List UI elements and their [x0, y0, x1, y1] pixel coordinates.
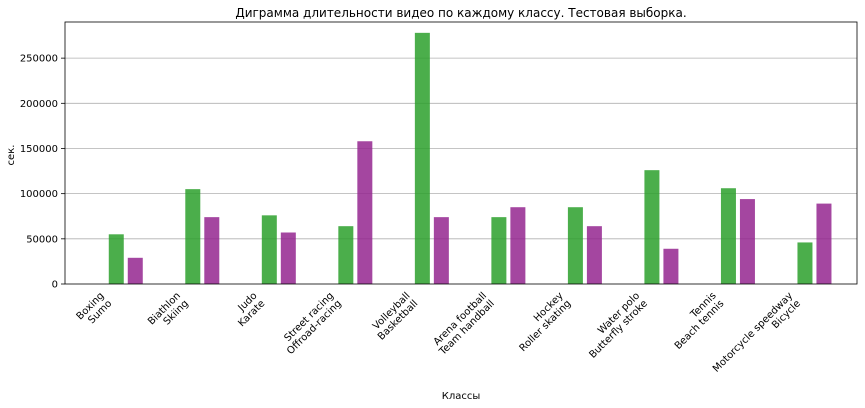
y-tick-label: 50000 — [26, 234, 58, 245]
bar — [816, 203, 832, 284]
bar — [261, 215, 277, 284]
plot-border — [64, 21, 858, 285]
bar — [338, 226, 354, 284]
y-axis-label: сек. — [6, 145, 17, 166]
y-tick-label: 200000 — [20, 99, 58, 110]
bar — [414, 32, 430, 284]
y-tick-label: 250000 — [20, 54, 58, 65]
bar — [510, 207, 526, 284]
bar — [204, 217, 220, 284]
bar — [127, 257, 143, 284]
bar — [491, 217, 507, 284]
bar — [797, 242, 813, 284]
bar — [663, 248, 679, 284]
y-tick-label: 150000 — [20, 144, 58, 155]
bar — [567, 207, 583, 284]
bar — [739, 199, 755, 284]
bar — [357, 141, 373, 284]
chart-title: Диграмма длительности видео по каждому к… — [235, 6, 686, 20]
x-tick-label-line: Motorcycle speedway — [711, 290, 795, 374]
y-tick-label: 100000 — [20, 189, 58, 200]
bar — [720, 188, 736, 284]
plot-frame — [64, 21, 858, 285]
bar — [185, 189, 201, 284]
bar — [644, 170, 660, 284]
bar — [433, 217, 449, 284]
bars — [108, 32, 832, 284]
y-axis: 0 50000 100000 150000 200000 250000 — [20, 54, 65, 291]
gridlines — [65, 57, 857, 240]
bar — [280, 232, 296, 284]
bar — [586, 226, 602, 284]
bar — [108, 234, 124, 284]
x-axis-label: Классы — [442, 391, 481, 402]
y-tick-label: 0 — [52, 280, 58, 291]
